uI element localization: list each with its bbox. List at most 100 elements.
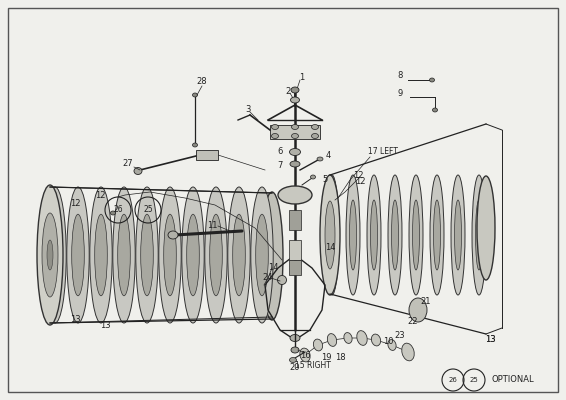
Ellipse shape: [159, 187, 181, 323]
Ellipse shape: [192, 93, 198, 97]
Ellipse shape: [113, 187, 135, 323]
Ellipse shape: [325, 201, 335, 269]
Text: 13: 13: [484, 336, 495, 344]
Ellipse shape: [95, 214, 108, 296]
Ellipse shape: [72, 214, 84, 296]
Text: 24: 24: [263, 272, 273, 282]
Text: 3: 3: [245, 106, 251, 114]
Ellipse shape: [187, 214, 199, 296]
Text: 19: 19: [321, 354, 331, 362]
Ellipse shape: [256, 214, 268, 296]
Bar: [196, 150, 218, 160]
Text: 20: 20: [290, 364, 300, 372]
Ellipse shape: [182, 187, 204, 323]
Text: 28: 28: [197, 78, 207, 86]
Ellipse shape: [328, 200, 336, 270]
Text: 14: 14: [268, 262, 278, 272]
Text: 14: 14: [325, 244, 335, 252]
Ellipse shape: [388, 340, 396, 350]
Text: 5: 5: [323, 176, 328, 184]
Ellipse shape: [44, 187, 66, 323]
Ellipse shape: [327, 334, 337, 346]
Ellipse shape: [472, 175, 486, 295]
Ellipse shape: [291, 347, 299, 353]
Ellipse shape: [413, 200, 419, 270]
Ellipse shape: [430, 78, 435, 82]
Ellipse shape: [90, 187, 112, 323]
Text: 10: 10: [383, 338, 393, 346]
Ellipse shape: [430, 175, 444, 295]
Ellipse shape: [251, 187, 273, 323]
Text: 4: 4: [325, 150, 331, 160]
Ellipse shape: [311, 134, 319, 138]
Ellipse shape: [346, 175, 360, 295]
Bar: [289, 260, 301, 275]
Ellipse shape: [475, 200, 482, 270]
Text: 11: 11: [207, 220, 217, 230]
Text: OPTIONAL: OPTIONAL: [492, 376, 535, 384]
Ellipse shape: [42, 213, 58, 297]
Text: 26: 26: [449, 377, 457, 383]
Bar: [289, 210, 301, 230]
Ellipse shape: [289, 148, 301, 156]
Ellipse shape: [290, 334, 300, 342]
Text: 12: 12: [95, 190, 105, 200]
Text: 12: 12: [70, 200, 80, 208]
Ellipse shape: [164, 214, 176, 296]
Ellipse shape: [434, 200, 440, 270]
Text: 21: 21: [421, 298, 431, 306]
Ellipse shape: [289, 358, 297, 362]
Text: 27: 27: [123, 158, 134, 168]
Text: 26: 26: [113, 206, 123, 214]
Ellipse shape: [477, 176, 495, 280]
Ellipse shape: [141, 214, 153, 296]
Ellipse shape: [388, 175, 402, 295]
Ellipse shape: [136, 187, 158, 323]
Ellipse shape: [192, 143, 198, 147]
Text: 25: 25: [143, 206, 153, 214]
Text: 17 LEFT: 17 LEFT: [368, 148, 398, 156]
Text: 16: 16: [299, 352, 310, 360]
Text: 7: 7: [277, 160, 282, 170]
Ellipse shape: [277, 276, 286, 284]
Ellipse shape: [134, 168, 142, 174]
Ellipse shape: [454, 200, 461, 270]
Ellipse shape: [325, 175, 339, 295]
Text: 2: 2: [285, 86, 290, 96]
Ellipse shape: [392, 200, 398, 270]
Ellipse shape: [409, 175, 423, 295]
Ellipse shape: [409, 298, 427, 322]
Text: 13: 13: [100, 320, 110, 330]
Ellipse shape: [349, 200, 357, 270]
Text: 22: 22: [408, 318, 418, 326]
Text: 18: 18: [335, 354, 345, 362]
Text: 1: 1: [299, 74, 305, 82]
Text: 12: 12: [355, 178, 365, 186]
Ellipse shape: [261, 192, 283, 320]
Ellipse shape: [344, 332, 352, 344]
Ellipse shape: [371, 200, 378, 270]
Ellipse shape: [118, 214, 130, 296]
Ellipse shape: [357, 331, 367, 345]
Text: 12: 12: [353, 170, 363, 180]
Text: 13: 13: [70, 316, 80, 324]
Ellipse shape: [110, 211, 115, 215]
Ellipse shape: [37, 185, 63, 325]
Ellipse shape: [291, 124, 298, 130]
Ellipse shape: [320, 175, 340, 295]
Text: 6: 6: [277, 148, 282, 156]
Ellipse shape: [402, 343, 414, 361]
Ellipse shape: [432, 108, 438, 112]
Ellipse shape: [451, 175, 465, 295]
Bar: [289, 240, 301, 260]
Ellipse shape: [290, 161, 300, 167]
Text: 9: 9: [397, 88, 402, 98]
Text: 23: 23: [395, 330, 405, 340]
Ellipse shape: [205, 187, 227, 323]
Ellipse shape: [47, 240, 53, 270]
Ellipse shape: [272, 124, 278, 130]
Text: 8: 8: [397, 72, 402, 80]
Ellipse shape: [228, 187, 250, 323]
Ellipse shape: [233, 214, 245, 296]
Ellipse shape: [272, 134, 278, 138]
